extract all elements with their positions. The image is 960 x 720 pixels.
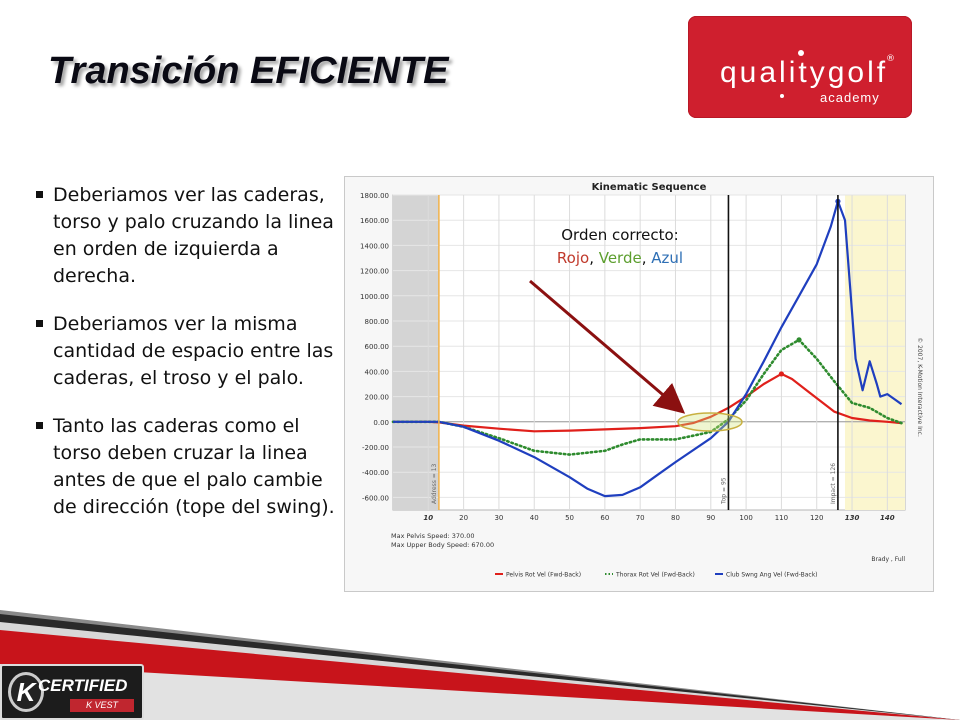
y-tick-label: 1000.00: [360, 293, 389, 301]
logo-subtitle: academy: [820, 90, 880, 105]
y-tick-label: 200.00: [365, 394, 390, 402]
order-annotation: Orden correcto: Rojo, Verde, Azul: [520, 224, 720, 270]
x-tick-label: 110: [775, 514, 788, 522]
x-tick-label: 90: [706, 514, 715, 522]
quality-golf-logo: qualitygolf ® academy: [688, 16, 912, 118]
y-tick-label: -600.00: [362, 494, 389, 502]
certified-label: CERTIFIED: [38, 676, 128, 695]
address-band: [393, 195, 439, 510]
square-bullet-icon: [36, 422, 43, 429]
kvest-label: K VEST: [70, 699, 134, 712]
y-tick-label: 800.00: [365, 318, 390, 326]
y-tick-label: 1400.00: [360, 242, 389, 250]
annotation-rojo: Rojo: [556, 249, 590, 267]
x-tick-label: 140: [880, 514, 895, 522]
series-line: [393, 200, 903, 498]
annotation-heading: Orden correcto:: [561, 226, 679, 244]
y-tick-label: -200.00: [362, 444, 389, 452]
event-marker-label: Impact = 126: [830, 463, 837, 504]
x-tick-label: 70: [636, 514, 645, 522]
x-tick-label: 100: [739, 514, 752, 522]
bullet-item-1: Deberiamos ver las caderas, torso y palo…: [36, 182, 346, 290]
series-peak-point: [796, 337, 802, 343]
square-bullet-icon: [36, 320, 43, 327]
y-tick-label: 1800.00: [360, 192, 389, 200]
annotation-comma: ,: [641, 249, 652, 267]
chart-stat: Max Pelvis Speed: 370.00: [391, 532, 474, 540]
event-marker-label: Address = 13: [431, 463, 438, 504]
x-tick-label: 120: [810, 514, 823, 522]
logo-dot-small: [780, 94, 784, 98]
x-tick-label: 80: [671, 514, 680, 522]
x-tick-label: 130: [845, 514, 860, 522]
y-tick-label: 0.00: [373, 419, 389, 427]
x-tick-label: 50: [565, 514, 574, 522]
kinematic-chart-panel: 1800.00 1600.00 1400.00 1200.00 1000.00 800.0…: [344, 176, 934, 592]
decorative-stripes: [0, 610, 960, 720]
x-tick-label: 10: [423, 514, 433, 522]
chart-stat: Max Upper Body Speed: 670.00: [391, 541, 494, 549]
x-tick-label: 40: [530, 514, 539, 522]
x-tick-label: 30: [494, 514, 503, 522]
annotation-verde: Verde: [598, 249, 642, 267]
x-tick-label: 20: [459, 514, 468, 522]
legend-label: Thorax Rot Vel (Fwd-Back): [615, 572, 695, 579]
chart-footer-label: Brady , Full: [871, 556, 905, 563]
bullet-list: Deberiamos ver las caderas, torso y palo…: [36, 182, 346, 542]
bullet-item-3: Tanto las caderas como el torso deben cr…: [36, 413, 346, 521]
legend-label: Club Swng Ang Vel (Fwd-Back): [726, 572, 818, 579]
impact-band: [844, 195, 905, 510]
logo-dot: [798, 50, 804, 56]
legend-label: Pelvis Rot Vel (Fwd-Back): [506, 572, 581, 579]
y-tick-label: 1200.00: [360, 268, 389, 276]
annotation-comma: ,: [589, 249, 599, 267]
y-tick-label: 600.00: [365, 343, 390, 351]
y-tick-label: 1600.00: [360, 217, 389, 225]
event-marker-label: Top = 95: [720, 477, 727, 505]
chart-copyright: © 2007, K-Motion Interactive Inc.: [916, 337, 923, 437]
annotation-order: Rojo, Verde, Azul: [520, 247, 720, 270]
square-bullet-icon: [36, 191, 43, 198]
k-logo-icon: K: [8, 672, 44, 712]
bullet-text-1: Deberiamos ver las caderas, torso y palo…: [53, 184, 334, 287]
logo-registered-mark: ®: [886, 54, 895, 64]
bullet-text-3: Tanto las caderas como el torso deben cr…: [53, 415, 335, 518]
slide-title: Transición EFICIENTE: [48, 50, 449, 92]
logo-wordmark: qualitygolf: [720, 56, 889, 89]
y-tick-label: 400.00: [365, 368, 390, 376]
y-tick-label: -400.00: [362, 469, 389, 477]
x-tick-label: 60: [600, 514, 609, 522]
series-peak-point: [778, 371, 785, 377]
chart-title: Kinematic Sequence: [592, 182, 707, 193]
annotation-azul: Azul: [651, 249, 684, 267]
k-vest-certified-badge: K CERTIFIED K VEST: [0, 664, 144, 720]
bullet-item-2: Deberiamos ver la misma cantidad de espa…: [36, 311, 346, 392]
bullet-text-2: Deberiamos ver la misma cantidad de espa…: [53, 313, 334, 389]
